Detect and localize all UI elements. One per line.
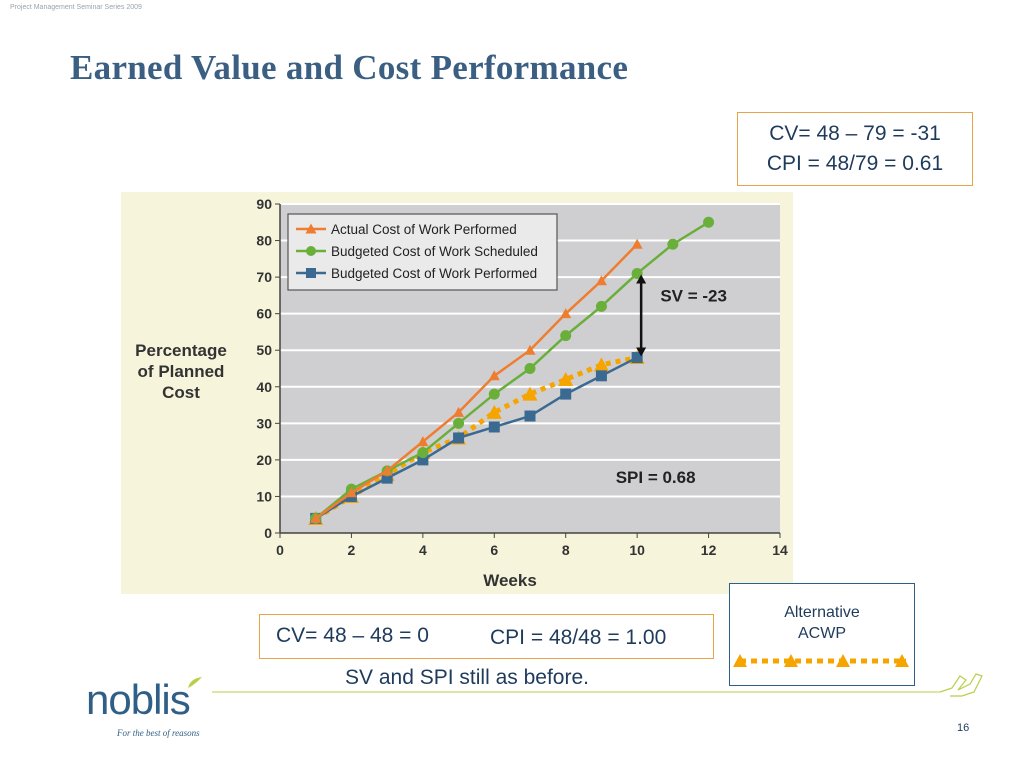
data-point [310, 512, 322, 523]
alt-legend-line1: Alternative [784, 604, 860, 621]
data-point [524, 344, 536, 355]
data-point [488, 388, 500, 400]
x-tick-label: 10 [629, 542, 645, 558]
logo-wordmark: noblis [86, 676, 191, 723]
x-tick-label: 0 [276, 542, 284, 558]
data-point [560, 388, 572, 400]
page-number: 16 [957, 722, 970, 734]
leaf-icon [188, 677, 202, 688]
noblis-logo: noblis For the best of reasons [86, 676, 216, 744]
series-label: Project Management Seminar Series 2009 [10, 4, 142, 11]
data-point [595, 370, 607, 382]
alt-cv-cpi-box: CV= 48 – 48 = 0 CPI = 48/48 = 1.00 [259, 614, 714, 659]
data-point [381, 472, 393, 484]
y-tick-label: 70 [256, 269, 272, 285]
data-point [703, 216, 715, 228]
y-tick-label: 90 [256, 196, 272, 212]
y-axis-label: Cost [162, 383, 200, 402]
y-tick-label: 30 [256, 415, 272, 431]
data-point [595, 300, 607, 312]
data-point [560, 330, 572, 342]
sv-annotation: SV = -23 [660, 287, 727, 306]
data-point [345, 487, 357, 498]
y-axis-label: Percentage [135, 341, 227, 360]
data-point [417, 447, 429, 459]
data-point [593, 357, 609, 372]
data-point [631, 238, 643, 249]
x-tick-label: 2 [348, 542, 356, 558]
legend-entry: Actual Cost of Work Performed [331, 222, 517, 237]
x-axis-label: Weeks [483, 571, 537, 590]
x-tick-label: 14 [772, 542, 788, 558]
data-point [595, 275, 607, 286]
series-line [314, 355, 638, 521]
alt-legend-swatch [733, 654, 909, 667]
data-point [631, 267, 643, 279]
alternative-acwp-legend: Alternative ACWP [729, 583, 915, 686]
data-point [488, 370, 500, 381]
data-point [453, 417, 465, 429]
data-point [631, 352, 643, 364]
data-point [417, 454, 429, 466]
x-tick-label: 4 [419, 542, 427, 558]
logo-tagline: For the best of reasons [117, 728, 200, 738]
triangle-icon [836, 654, 850, 667]
triangle-icon [895, 654, 909, 667]
spi-annotation: SPI = 0.68 [616, 468, 696, 487]
data-point [667, 238, 679, 250]
cv-cpi-box: CV= 48 – 79 = -31 CPI = 48/79 = 0.61 [737, 112, 973, 186]
legend-entry: Budgeted Cost of Work Performed [331, 266, 537, 281]
y-tick-label: 50 [256, 342, 272, 358]
series-line [315, 356, 638, 520]
legend-box [287, 213, 558, 291]
legend-entry: Budgeted Cost of Work Scheduled [331, 244, 538, 259]
series-line [314, 243, 639, 520]
alt-cv-formula: CV= 48 – 48 = 0 [276, 624, 429, 647]
y-tick-label: 80 [256, 233, 272, 249]
alt-legend-line2: ACWP [798, 625, 846, 642]
x-tick-label: 8 [562, 542, 570, 558]
y-tick-label: 0 [264, 525, 272, 541]
slide-title: Earned Value and Cost Performance [70, 48, 629, 87]
signature-swirl-icon [939, 673, 983, 697]
x-tick-label: 6 [490, 542, 498, 558]
data-point [558, 371, 574, 386]
triangle-icon [784, 654, 798, 667]
data-point [305, 223, 317, 234]
chart-svg: 0 10 20 30 40 50 60 70 80 90 0 2 4 6 8 10 12 14 Percentage… [121, 192, 793, 594]
cpi-formula: CPI = 48/79 = 0.61 [766, 152, 944, 175]
data-point [453, 432, 465, 444]
data-point [417, 436, 429, 447]
data-point [488, 421, 500, 433]
y-axis-label: of Planned [138, 362, 225, 381]
data-point [524, 363, 536, 374]
data-point [486, 404, 502, 419]
x-tick-label: 12 [701, 542, 717, 558]
sv-spi-note: SV and SPI still as before. [345, 666, 589, 689]
y-tick-label: 10 [256, 488, 272, 504]
data-point [522, 386, 538, 401]
data-point [524, 410, 536, 422]
earned-value-chart: 0 10 20 30 40 50 60 70 80 90 0 2 4 6 8 10 12 14 Percentage… [121, 192, 793, 594]
alt-cpi-formula: CPI = 48/48 = 1.00 [490, 626, 667, 649]
cv-formula: CV= 48 – 79 = -31 [769, 122, 941, 145]
data-point [560, 308, 572, 319]
y-tick-label: 40 [256, 379, 272, 395]
data-point [453, 406, 465, 417]
data-point [306, 246, 316, 256]
triangle-icon [733, 654, 747, 667]
data-point [306, 268, 316, 278]
data-point [381, 465, 393, 476]
y-tick-label: 60 [256, 306, 272, 322]
y-tick-label: 20 [256, 452, 272, 468]
down-arrowhead-icon [636, 347, 647, 357]
up-arrowhead-icon [636, 274, 647, 284]
